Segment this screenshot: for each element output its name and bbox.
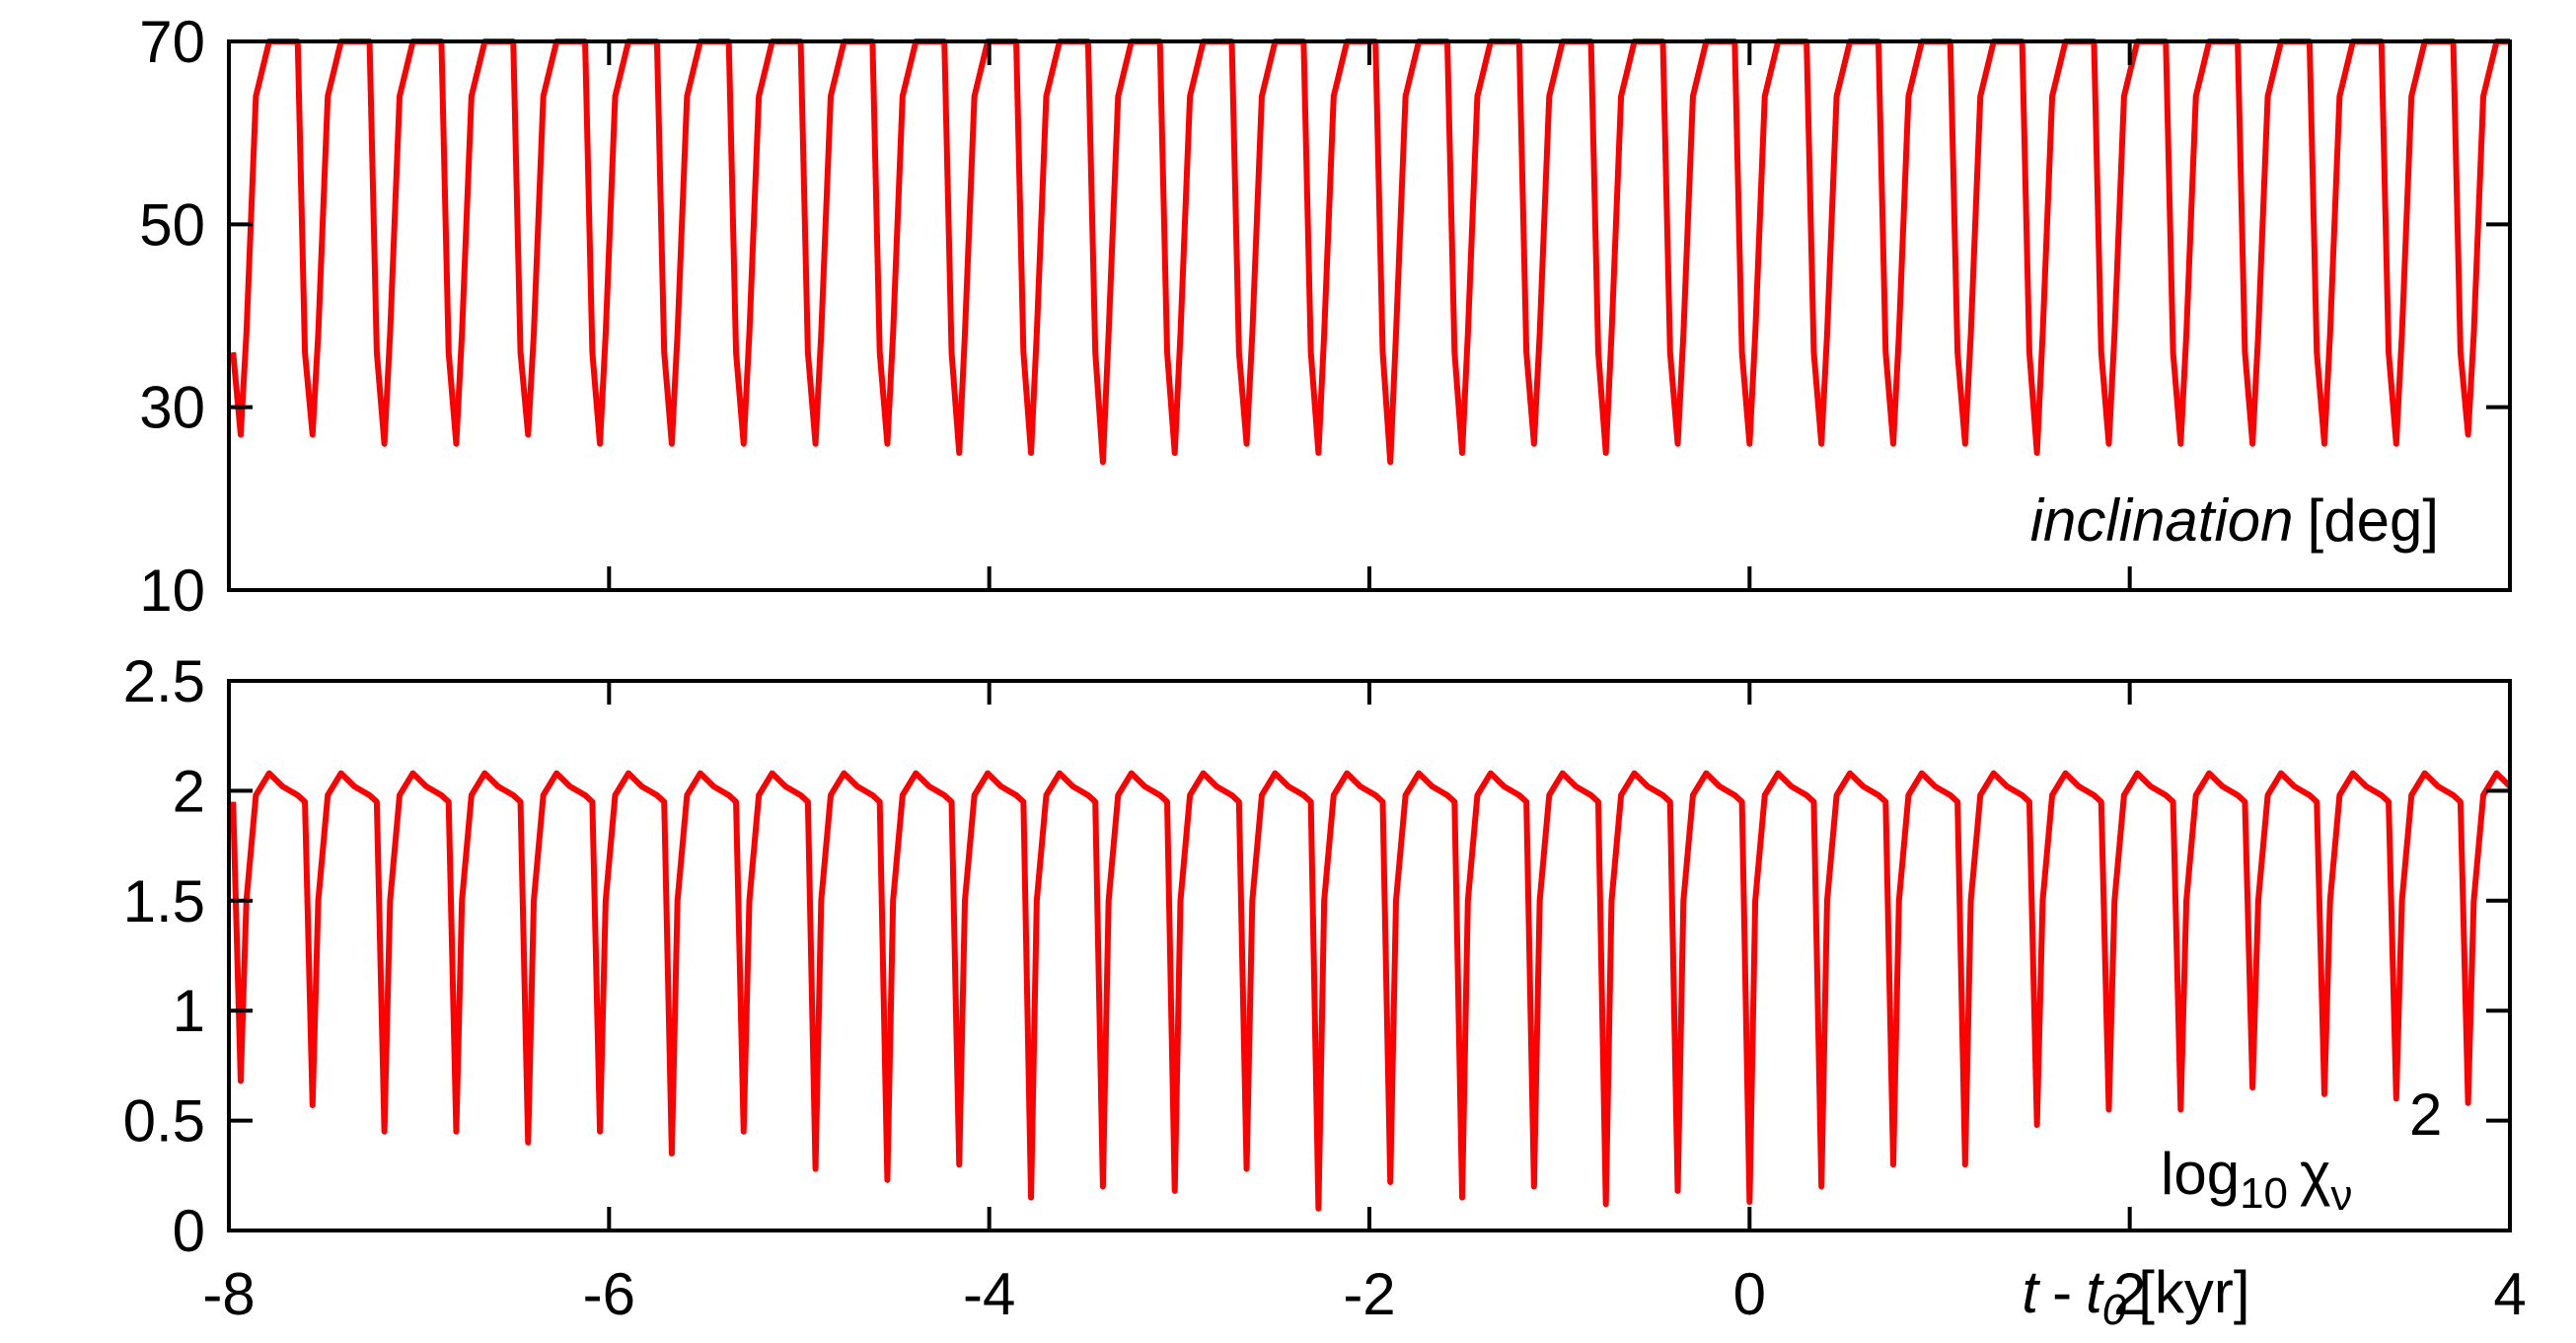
x-tick-label: -8: [202, 1261, 255, 1327]
xlabel-unit: [kyr]: [2138, 1259, 2249, 1325]
label-unit: [deg]: [2308, 487, 2439, 554]
data-line: [230, 770, 2510, 1212]
y-tick-label: 1: [173, 978, 205, 1044]
label-sub: 10: [2240, 1169, 2288, 1218]
x-tick-label: 0: [1733, 1261, 1766, 1327]
x-tick-label: 2: [2113, 1261, 2146, 1327]
y-tick-label: 2.5: [123, 648, 205, 714]
xlabel-minus: -: [2052, 1259, 2072, 1325]
label-italic: inclination: [2030, 487, 2294, 554]
y-tick-label: 50: [139, 191, 205, 258]
x-tick-label: -6: [583, 1261, 635, 1327]
panel-label: inclination [deg]: [2030, 487, 2439, 554]
panel-label: log10 χν: [2161, 1141, 2353, 1220]
label-log: log: [2161, 1141, 2240, 1207]
xlabel-italic: t: [2022, 1259, 2040, 1325]
plot-frame: [227, 39, 2512, 592]
y-tick-label: 10: [139, 558, 205, 624]
label-symbol-sub: ν: [2331, 1171, 2353, 1220]
data-line: [230, 38, 2510, 466]
xlabel-sub: 0: [2102, 1286, 2127, 1334]
x-tick-label: -2: [1343, 1261, 1395, 1327]
y-tick-label: 0.5: [123, 1088, 205, 1155]
y-tick-label: 2: [173, 758, 205, 824]
y-tick-label: 30: [139, 375, 205, 441]
x-tick-label: 4: [2493, 1261, 2526, 1327]
label-sup: 2: [2409, 1082, 2442, 1148]
x-tick-label: -4: [963, 1261, 1015, 1327]
y-tick-label: 0: [173, 1198, 205, 1264]
plot-frame: [227, 679, 2512, 1232]
xlabel-italic: t: [2086, 1259, 2104, 1325]
label-symbol: χ: [2300, 1141, 2331, 1207]
y-tick-label: 70: [139, 9, 205, 75]
y-tick-label: 1.5: [123, 868, 205, 934]
x-axis-label: t - t0 [kyr]: [2022, 1259, 2249, 1334]
